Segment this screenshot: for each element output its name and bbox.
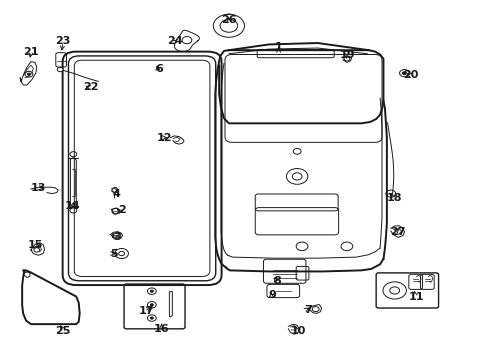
Circle shape xyxy=(382,282,406,299)
Text: 23: 23 xyxy=(55,36,71,46)
Circle shape xyxy=(115,248,128,258)
Text: 22: 22 xyxy=(83,82,99,93)
Text: 25: 25 xyxy=(55,326,71,336)
Text: 12: 12 xyxy=(156,133,171,143)
Text: 18: 18 xyxy=(386,193,402,203)
Text: 5: 5 xyxy=(110,248,118,258)
Text: 24: 24 xyxy=(167,36,183,46)
Text: 15: 15 xyxy=(28,240,43,250)
Text: 8: 8 xyxy=(273,276,281,286)
Circle shape xyxy=(150,317,153,319)
Circle shape xyxy=(147,315,156,321)
Text: 6: 6 xyxy=(155,64,163,74)
Circle shape xyxy=(213,14,244,37)
Text: 17: 17 xyxy=(138,306,153,316)
Text: 4: 4 xyxy=(113,189,121,199)
Text: 10: 10 xyxy=(290,325,305,336)
Circle shape xyxy=(27,73,30,75)
Text: 21: 21 xyxy=(23,46,39,57)
Circle shape xyxy=(150,304,153,306)
Circle shape xyxy=(147,288,156,294)
Text: 26: 26 xyxy=(221,15,236,26)
Text: 19: 19 xyxy=(339,50,355,60)
Text: 2: 2 xyxy=(118,206,125,216)
Circle shape xyxy=(147,302,156,308)
Text: 14: 14 xyxy=(65,201,81,211)
Text: 16: 16 xyxy=(154,324,169,334)
Text: 7: 7 xyxy=(304,305,311,315)
Text: 27: 27 xyxy=(389,227,405,237)
Text: 11: 11 xyxy=(407,292,423,302)
Circle shape xyxy=(150,290,153,292)
Circle shape xyxy=(119,251,124,256)
Text: 1: 1 xyxy=(274,42,282,52)
Text: 9: 9 xyxy=(268,291,276,301)
Text: 3: 3 xyxy=(113,232,121,242)
Circle shape xyxy=(57,67,63,72)
Text: 20: 20 xyxy=(403,70,418,80)
Circle shape xyxy=(402,72,406,75)
Text: 13: 13 xyxy=(31,183,46,193)
